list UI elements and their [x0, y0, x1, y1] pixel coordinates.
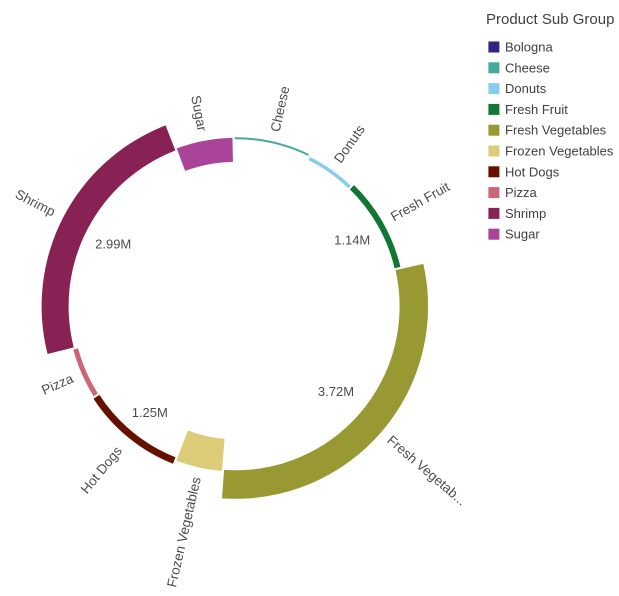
svg-text:Frozen Vegetables: Frozen Vegetables [505, 144, 614, 159]
svg-text:3.72M: 3.72M [318, 384, 354, 399]
svg-text:Cheese: Cheese [505, 60, 550, 75]
svg-text:1.14M: 1.14M [334, 232, 370, 247]
svg-text:Donuts: Donuts [505, 81, 547, 96]
svg-text:Bologna: Bologna [505, 40, 553, 55]
svg-text:Pizza: Pizza [505, 185, 538, 200]
svg-text:1.25M: 1.25M [132, 405, 168, 420]
svg-text:Fresh Fruit: Fresh Fruit [505, 102, 568, 117]
svg-text:Sugar: Sugar [505, 227, 540, 242]
svg-text:Product Sub Group: Product Sub Group [486, 11, 614, 28]
svg-text:2.99M: 2.99M [95, 236, 131, 251]
svg-text:Fresh Vegetables: Fresh Vegetables [505, 123, 607, 138]
svg-text:Sugar: Sugar [188, 94, 210, 133]
svg-text:Shrimp: Shrimp [505, 206, 546, 221]
svg-text:Hot Dogs: Hot Dogs [505, 164, 560, 179]
